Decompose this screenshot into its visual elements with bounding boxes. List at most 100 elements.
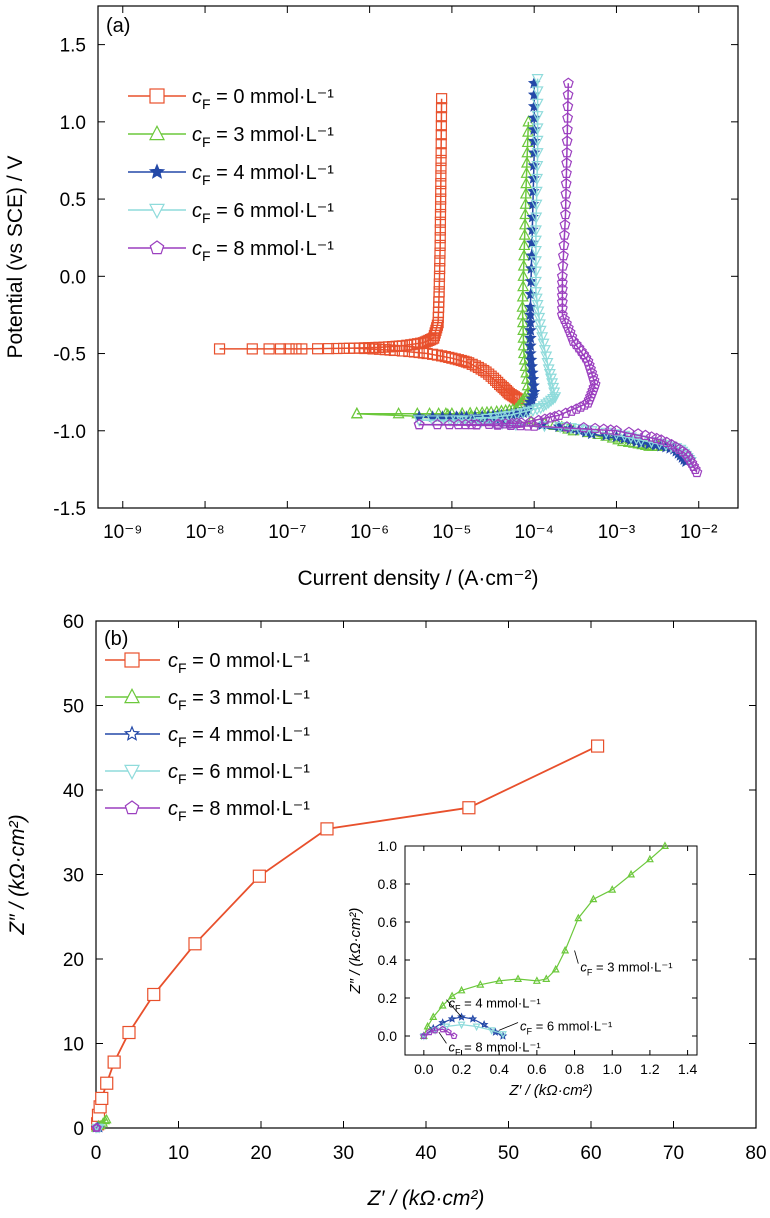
legend-marker xyxy=(124,800,140,815)
data-point xyxy=(122,1025,136,1040)
data-point xyxy=(506,417,518,429)
series-line xyxy=(356,121,530,415)
inset-data-point xyxy=(574,913,583,922)
data-point xyxy=(531,73,544,86)
data-point xyxy=(388,344,400,357)
data-point xyxy=(434,232,446,244)
data-point xyxy=(588,374,600,386)
data-point xyxy=(435,185,447,197)
data-point xyxy=(533,319,546,331)
data-point xyxy=(433,270,446,282)
data-point xyxy=(531,148,544,160)
inset-series-line xyxy=(423,845,666,1037)
inset-data-point xyxy=(487,1027,496,1035)
data-point xyxy=(492,419,504,430)
x-tick-label: 10⁻⁹ xyxy=(103,522,142,543)
data-point xyxy=(560,167,572,178)
panel-a-chart: 10⁻⁹ 10⁻⁸ 10⁻⁷ 10⁻⁶ 10⁻⁵ 10⁻⁴ 10⁻³ 10⁻² -1.5 -1.0… xyxy=(4,5,739,590)
legend-entry: cF = 6 mmol·L⁻¹ xyxy=(105,761,310,787)
data-point xyxy=(544,412,556,423)
data-point xyxy=(556,296,568,307)
series-4 xyxy=(91,1122,102,1132)
inset-data-point xyxy=(495,976,504,984)
inset-series-line xyxy=(423,1028,455,1037)
inset-chart: 0.0 0.2 0.4 0.6 0.8 1.0 1.2 1.4 0.0 0.2 0.4 0.6 0.8 1… xyxy=(347,838,698,1099)
legend-marker xyxy=(124,688,140,704)
data-point xyxy=(518,218,531,230)
legend-entry: cF = 4 mmol·L⁻¹ xyxy=(128,162,334,188)
data-point xyxy=(312,343,324,355)
data-point xyxy=(518,228,531,240)
x-tick-label: 0 xyxy=(91,1143,102,1164)
inset-data-point xyxy=(425,1028,434,1036)
x-tick-label: 10⁻⁶ xyxy=(350,522,389,543)
inset-data-point xyxy=(457,1021,466,1030)
data-point xyxy=(252,869,266,883)
data-point xyxy=(331,342,343,355)
data-point xyxy=(434,255,446,267)
data-point xyxy=(560,407,572,418)
legend-label: cF = 6 mmol·L⁻¹ xyxy=(192,200,334,226)
legend-marker xyxy=(149,125,165,141)
data-point xyxy=(435,193,447,205)
data-point xyxy=(392,406,405,419)
data-point xyxy=(589,422,601,434)
data-point xyxy=(435,178,447,190)
data-point xyxy=(520,156,533,168)
data-point xyxy=(487,417,500,430)
inset-data-point xyxy=(627,869,636,878)
y-tick-label: 0.0 xyxy=(60,267,86,288)
inset-data-point xyxy=(438,1001,447,1009)
data-point xyxy=(524,339,537,352)
data-point xyxy=(435,129,447,141)
inset-data-point xyxy=(457,1012,466,1021)
data-point xyxy=(646,431,657,442)
data-point xyxy=(524,300,537,313)
data-point xyxy=(147,987,161,1002)
data-point xyxy=(434,262,446,275)
data-point xyxy=(537,401,550,413)
data-point xyxy=(610,425,622,436)
data-point xyxy=(562,77,574,88)
inset-x-axis-label: Z′ / (kΩ·cm²) xyxy=(508,1082,592,1099)
inset-data-point xyxy=(532,976,541,984)
data-point xyxy=(436,93,448,105)
legend-entry: cF = 3 mmol·L⁻¹ xyxy=(128,124,334,150)
data-point xyxy=(524,331,537,344)
inset-data-point xyxy=(439,1025,447,1033)
series-line-cathodic xyxy=(419,423,698,473)
data-point xyxy=(101,1113,112,1124)
data-point xyxy=(586,367,598,378)
y-tick-label: 40 xyxy=(63,781,84,802)
data-point xyxy=(524,346,537,359)
x-tick-label: 20 xyxy=(250,1143,271,1164)
data-point xyxy=(426,333,438,345)
y-tick-label: 1.0 xyxy=(60,113,86,134)
y-tick-label: 10 xyxy=(63,1035,84,1056)
annotation-label: cF = 8 mmol·L⁻¹ xyxy=(448,1039,541,1057)
legend-marker xyxy=(148,163,166,179)
data-point xyxy=(605,424,617,435)
data-point xyxy=(246,343,258,355)
data-point xyxy=(527,379,540,392)
data-point xyxy=(534,325,547,338)
data-point xyxy=(558,239,570,251)
data-point xyxy=(556,302,568,314)
annotation-arrow xyxy=(574,950,579,964)
data-point xyxy=(560,198,572,209)
data-point xyxy=(559,219,571,230)
data-point xyxy=(434,239,446,252)
annotation-label: cF = 4 mmol·L⁻¹ xyxy=(448,996,541,1014)
panel-b-chart: 0 10 20 30 40 50 60 70 80 0 10 20 30 40 50 60 Z′ / (kΩ·c… xyxy=(6,612,767,1210)
data-point xyxy=(431,418,443,430)
y-tick-label: 0.5 xyxy=(60,190,86,211)
inset-data-point xyxy=(514,974,523,983)
data-point xyxy=(471,419,483,430)
data-point xyxy=(413,418,425,430)
legend-marker xyxy=(124,764,140,780)
data-point xyxy=(435,147,447,159)
inset-data-point xyxy=(457,985,466,994)
data-point xyxy=(526,372,540,385)
data-point xyxy=(531,173,544,186)
data-point xyxy=(359,342,371,355)
